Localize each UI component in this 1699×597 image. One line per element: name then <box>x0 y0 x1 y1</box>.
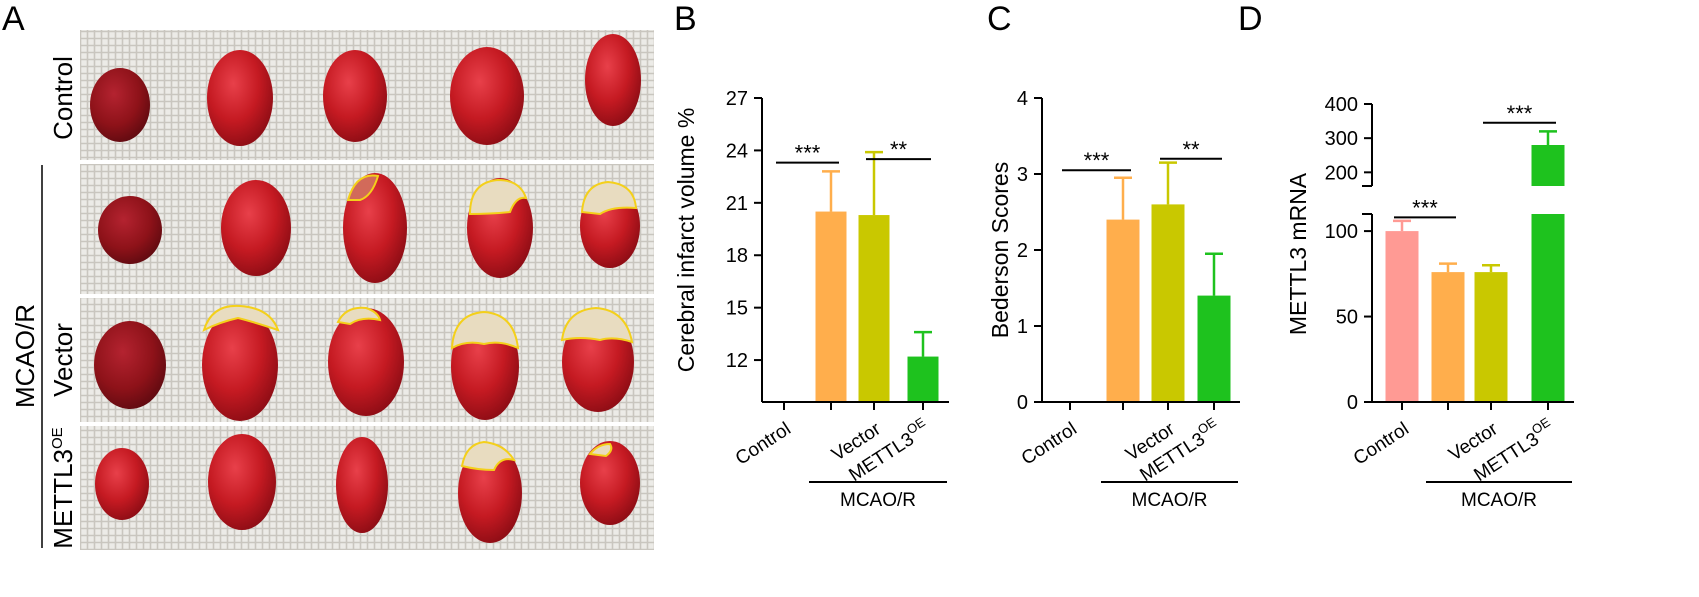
y-tick-label: 100 <box>1325 221 1358 243</box>
bar <box>858 215 890 402</box>
bar <box>815 211 847 402</box>
brain-slice-photo-panel: A <box>2 0 654 550</box>
bar <box>1106 219 1140 402</box>
row-label-mettl3: METTL3OE <box>48 427 78 548</box>
y-tick-label: 0 <box>1017 392 1028 414</box>
y-tick-label: 4 <box>1017 88 1028 110</box>
y-tick-label: 0 <box>1347 392 1358 414</box>
panel-label-d: D <box>1238 0 1263 38</box>
infarct-outline <box>460 440 517 472</box>
row-label-control: Control <box>48 56 78 140</box>
photo-row-control <box>80 30 654 160</box>
y-tick-label: 50 <box>1336 307 1358 329</box>
group-label-mcao: MCAO/R <box>840 490 916 511</box>
infarct-outline <box>336 306 382 326</box>
bar <box>1197 295 1231 402</box>
infarct-outline <box>450 310 520 350</box>
brain-slice <box>336 437 388 533</box>
y-axis-label: METTL3 mRNA <box>1285 172 1311 335</box>
infarct-outline <box>588 442 613 458</box>
y-tick-label: 2 <box>1017 240 1028 262</box>
brain-slice <box>585 34 641 126</box>
bar <box>1431 272 1465 402</box>
bar <box>1151 204 1185 402</box>
y-tick-label: 27 <box>726 88 748 110</box>
brain-slice <box>221 180 291 276</box>
brain-slice <box>328 308 404 416</box>
brain-slice <box>450 47 524 145</box>
panel-label-a: A <box>2 0 25 38</box>
photo-row-mcao <box>80 164 654 294</box>
photo-row-vector <box>80 298 654 422</box>
brain-slice <box>202 309 278 421</box>
chart-infarct-volume: 12 15 18 21 24 27 Cerebral infarct volume % Con… <box>673 88 949 511</box>
brain-slice <box>208 434 276 530</box>
panel-label-c: C <box>987 0 1012 38</box>
y-tick-label: 400 <box>1325 94 1358 116</box>
group-label-mcao: MCAO/R <box>10 304 40 408</box>
x-category-label: Control <box>732 419 795 470</box>
infarct-outline <box>202 304 280 332</box>
brain-slice <box>207 50 273 146</box>
significance-stars: *** <box>795 141 821 166</box>
bar <box>1385 231 1419 402</box>
y-tick-label: 12 <box>726 350 748 372</box>
bar <box>1531 214 1565 402</box>
brain-slice <box>323 50 387 142</box>
y-axis-label: Bederson Scores <box>987 162 1013 338</box>
brain-slice <box>95 448 149 520</box>
brain-slice <box>580 441 640 525</box>
panel-label-b: B <box>674 0 697 38</box>
bar <box>907 356 939 402</box>
y-tick-label: 1 <box>1017 316 1028 338</box>
brain-slice <box>90 68 150 142</box>
y-tick-label: 18 <box>726 245 748 267</box>
y-tick-label: 3 <box>1017 164 1028 186</box>
y-tick-label: 300 <box>1325 128 1358 150</box>
y-tick-label: 200 <box>1325 162 1358 184</box>
significance-stars: ** <box>890 137 908 162</box>
brain-slice <box>98 196 162 264</box>
group-label-mcao: MCAO/R <box>1132 490 1208 511</box>
infarct-outline <box>580 180 638 216</box>
significance-stars: *** <box>1084 148 1110 173</box>
y-tick-label: 24 <box>726 140 748 162</box>
bar <box>1531 145 1565 186</box>
infarct-outline <box>346 174 380 201</box>
infarct-outline <box>468 178 528 216</box>
brain-slice <box>94 321 166 409</box>
x-category-label: Control <box>1018 419 1081 470</box>
bar <box>1474 272 1508 402</box>
infarct-outline <box>560 306 634 344</box>
group-label-mcao: MCAO/R <box>1461 490 1537 511</box>
significance-stars: *** <box>1507 101 1533 126</box>
y-tick-label: 15 <box>726 298 748 320</box>
significance-stars: *** <box>1412 195 1438 220</box>
photo-row-mettl3 <box>80 426 654 550</box>
y-axis-label: Cerebral infarct volume % <box>673 108 699 373</box>
x-category-label: Control <box>1350 419 1413 470</box>
y-tick-label: 21 <box>726 193 748 215</box>
row-label-vector: Vector <box>48 323 78 397</box>
significance-stars: ** <box>1182 137 1200 162</box>
